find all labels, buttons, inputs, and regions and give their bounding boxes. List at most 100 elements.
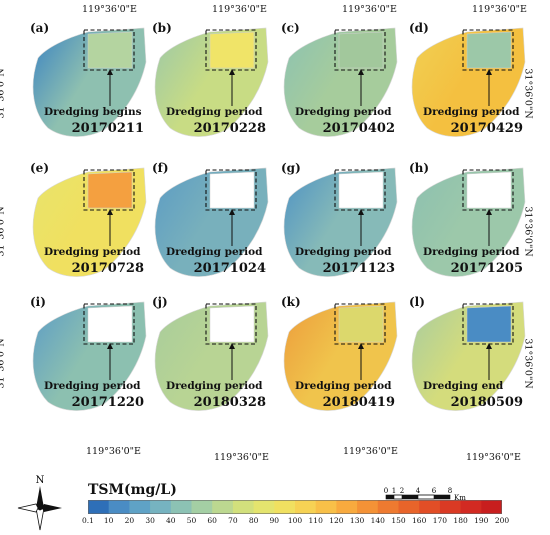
colorbar-segment [315,500,337,514]
lake-tsm-map [32,301,147,411]
panel-label: (l) [409,295,425,309]
colorbar-tick-label: 170 [432,516,448,525]
lake-tsm-map [411,27,526,137]
panel-date: 20170429 [450,121,523,136]
colorbar-segment [398,500,420,514]
colorbar-segment [357,500,379,514]
colorbar-segment [150,500,172,514]
scalebar-tick: 8 [448,487,452,495]
colorbar-segment [232,500,255,514]
lon-label-bottom-3: 119°36'0"E [343,446,398,457]
lake-tsm-map [32,167,147,277]
colorbar-tick-label: 0.1 [82,516,94,525]
colorbar-tick-label: 50 [186,516,197,525]
panel-date: 20170228 [193,121,266,136]
lake-tsm-map [411,301,526,411]
lon-label-bottom-4: 119°36'0"E [466,452,521,463]
scalebar-tick: 2 [400,487,404,495]
lake-tsm-map [154,167,269,277]
map-panel: (e) Dredging period 20170728 [26,158,148,280]
panel-date: 20170728 [71,261,144,276]
colorbar-tick-label: 180 [453,516,468,525]
colorbar-tick-label: 70 [228,516,238,525]
dredging-annotation: Dredging period [295,246,392,258]
colorbar-tick-label: 80 [248,516,259,525]
panel-label: (j) [152,295,168,309]
colorbar-tick-label: 160 [412,516,427,525]
map-panel: (g) Dredging period 20171123 [277,158,399,280]
lat-label-right-3: 31°36'0"N [522,338,534,389]
map-panel: (h) Dredging period 20171205 [405,158,527,280]
lon-label-bottom-1: 119°36'0"E [86,446,141,457]
lon-label-top-2: 119°36'0"E [212,4,267,15]
lon-label-top-4: 119°36'0"E [472,4,527,15]
colorbar-segment [191,500,213,514]
colorbar-segment [481,500,502,514]
dredging-annotation: Dredging period [295,380,392,392]
panel-label: (g) [281,161,301,175]
map-panel: (b) Dredging period 20170228 [148,18,270,140]
dredging-annotation: Dredging period [166,246,263,258]
colorbar-tick-label: 150 [391,516,406,525]
colorbar-tick-label: 60 [207,516,217,525]
lat-label-right-1: 31°36'0"N [522,68,534,119]
lake-tsm-map [411,167,526,277]
colorbar-segment [212,500,234,514]
scalebar-unit: Km [454,494,466,502]
dredging-annotation: Dredging period [423,106,520,118]
map-panel: (i) Dredging period 20171220 [26,292,148,414]
map-panel: (f) Dredging period 20171024 [148,158,270,280]
colorbar-segment [439,500,462,514]
panel-label: (c) [281,21,300,35]
map-panel: (d) Dredging period 20170429 [405,18,527,140]
north-arrow-icon: N [17,475,62,531]
map-panel: (c) Dredging period 20170402 [277,18,399,140]
colorbar-tick-label: 100 [287,516,303,525]
colorbar-segment [274,500,296,514]
lat-label-left-2: 31°36'0"N [0,206,7,257]
lake-tsm-map [283,167,398,277]
panel-label: (a) [30,21,50,35]
lake-tsm-map [32,27,147,137]
colorbar-tick-label: 20 [124,516,135,525]
map-panel: (l) Dredging end 20180509 [405,292,527,414]
colorbar-segment [170,500,192,514]
lake-tsm-map [154,27,269,137]
colorbar-tick-label: 190 [474,516,489,525]
map-panel: (k) Dredging period 20180419 [277,292,399,414]
lat-label-right-2: 31°36'0"N [522,206,534,257]
dredging-annotation: Dredging period [44,246,141,258]
panel-label: (h) [409,161,430,175]
colorbar-segment [419,500,441,514]
dredging-annotation: Dredging end [423,380,504,392]
lake-tsm-map [283,27,398,137]
scalebar-tick: 6 [432,487,437,495]
colorbar-segment [377,500,399,514]
scalebar-tick: 4 [416,487,421,495]
colorbar-tick-label: 120 [329,516,344,525]
panel-label: (i) [30,295,46,309]
map-panel: (j) Dredging period 20180328 [148,292,270,414]
lon-label-top-1: 119°36'0"E [82,4,137,15]
panel-date: 20170402 [322,121,395,136]
dredging-annotation: Dredging period [166,380,263,392]
panel-label: (f) [152,161,169,175]
dredging-annotation: Dredging period [166,106,263,118]
panel-label: (k) [281,295,301,309]
colorbar-tick-label: 90 [269,516,280,525]
lake-tsm-map [154,301,269,411]
colorbar-tick-label: 40 [166,516,176,525]
panel-label: (d) [409,21,429,35]
dredging-annotation: Dredging begins [44,106,142,118]
panel-date: 20171024 [193,261,266,276]
map-panel: (a) Dredging begins 20170211 [26,18,148,140]
scalebar-tick: 1 [392,487,396,495]
lake-tsm-map [283,301,398,411]
colorbar-segment [88,500,110,514]
tsm-colorbar [88,500,502,514]
panel-date: 20180419 [322,395,395,410]
dredging-annotation: Dredging period [295,106,392,118]
panel-date: 20180328 [193,395,266,410]
lon-label-top-3: 119°36'0"E [342,4,397,15]
colorbar-segment [129,500,151,514]
